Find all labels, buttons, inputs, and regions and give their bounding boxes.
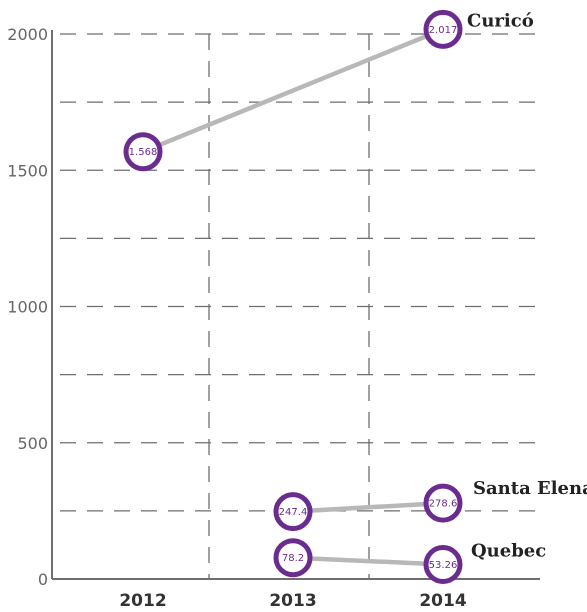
series-line bbox=[140, 27, 446, 154]
series-layer: 1.568 2.017 Curicó 247.4 278.6 Santa Elena 78.… bbox=[123, 9, 587, 584]
data-point-label: 247.4 bbox=[279, 507, 308, 518]
series-line bbox=[290, 555, 446, 567]
series-line bbox=[290, 500, 446, 514]
data-point-marker bbox=[423, 544, 463, 584]
series-quebec: 78.2 53.26 Quebec bbox=[273, 538, 546, 584]
data-point-label: 278.6 bbox=[429, 499, 458, 510]
y-axis-ticks: 0 500 1000 1500 2000 bbox=[7, 25, 48, 589]
x-axis-ticks: 2012 2013 2014 bbox=[119, 591, 466, 611]
y-tick-label: 500 bbox=[17, 434, 48, 453]
y-tick-label: 1000 bbox=[7, 298, 48, 317]
x-tick-label: 2012 bbox=[119, 591, 166, 611]
axes bbox=[51, 30, 540, 580]
data-point-marker bbox=[273, 492, 313, 532]
data-point-label: 78.2 bbox=[282, 553, 304, 564]
series-name-label: Quebec bbox=[471, 540, 546, 561]
data-point-marker bbox=[273, 538, 313, 578]
series-name-label: Santa Elena bbox=[473, 478, 587, 499]
x-tick-label: 2014 bbox=[419, 591, 466, 611]
y-tick-label: 2000 bbox=[7, 25, 48, 44]
y-tick-label: 0 bbox=[38, 570, 48, 589]
data-point-marker bbox=[423, 483, 463, 523]
data-point-label: 53.26 bbox=[429, 560, 458, 571]
series-name-label: Curicó bbox=[467, 10, 534, 31]
series-curicó: 1.568 2.017 Curicó bbox=[123, 9, 534, 172]
y-tick-label: 1500 bbox=[7, 161, 48, 180]
data-point-label: 1.568 bbox=[129, 147, 158, 158]
data-point-label: 2.017 bbox=[429, 25, 458, 36]
x-tick-label: 2013 bbox=[269, 591, 316, 611]
series-santa-elena: 247.4 278.6 Santa Elena bbox=[273, 478, 587, 532]
data-point-marker bbox=[123, 132, 163, 172]
data-point-marker bbox=[423, 9, 463, 49]
